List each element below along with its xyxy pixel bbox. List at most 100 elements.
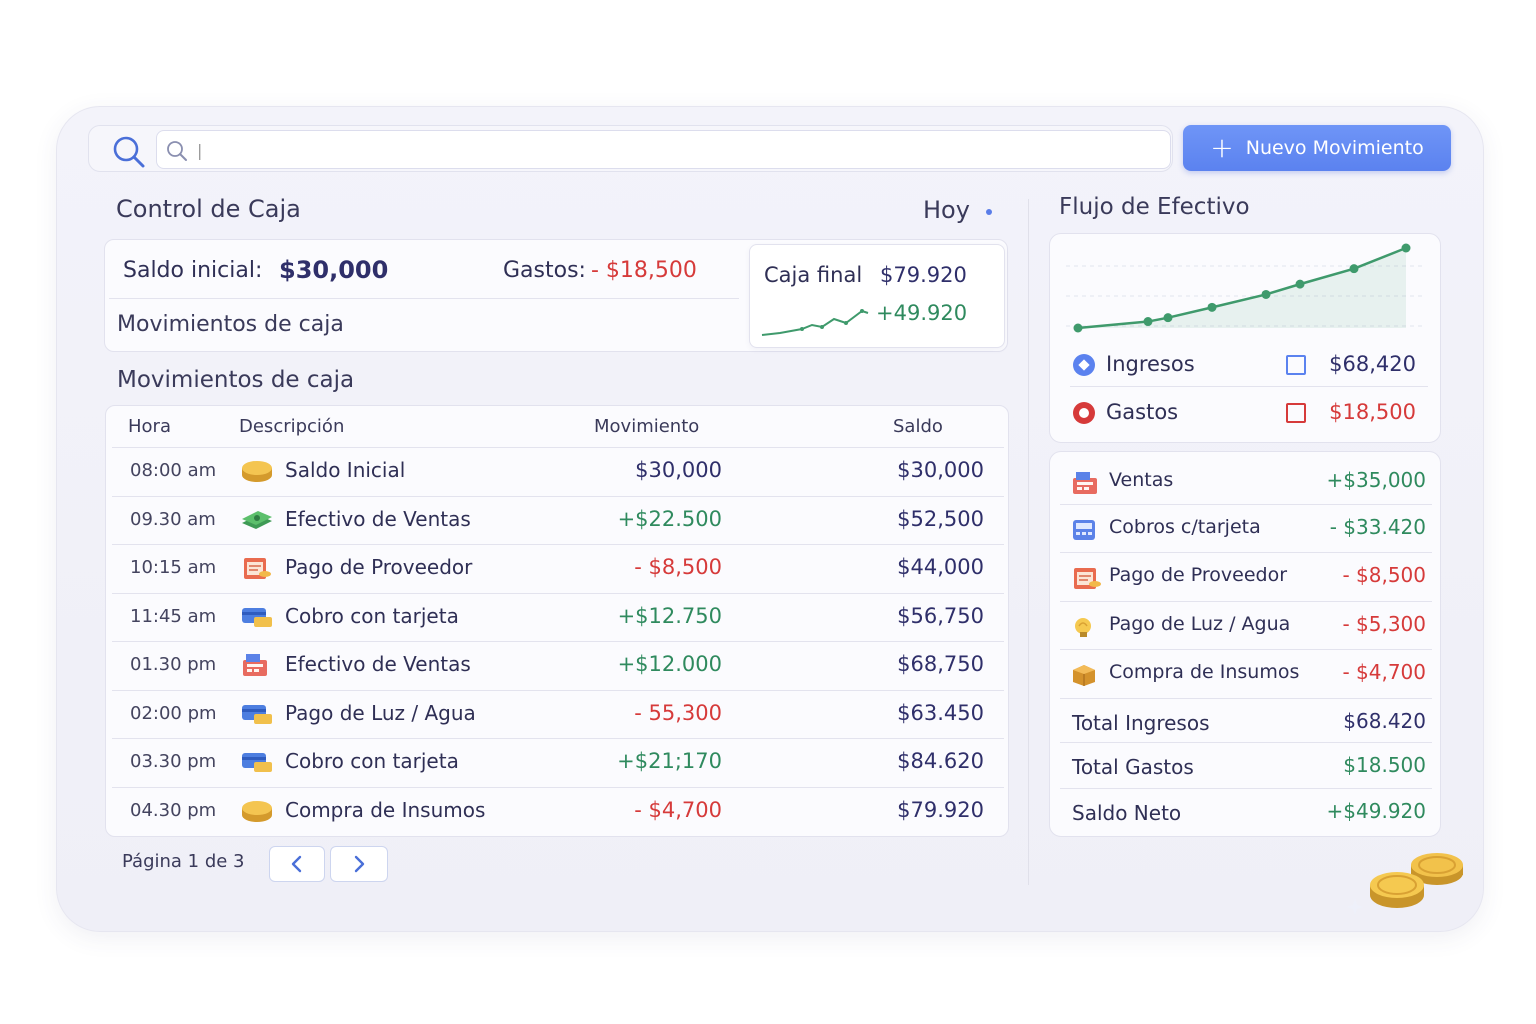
bulb-icon [1070, 614, 1098, 640]
final-cash-card: Caja final $79.920 +49.920 [749, 244, 1005, 348]
new-movement-button[interactable]: + Nuevo Movimiento [1183, 125, 1451, 171]
cell-movimiento: - $8,500 [634, 555, 722, 579]
plus-icon: + [1210, 131, 1234, 164]
card-terminal-icon [1070, 517, 1098, 543]
breakdown-total: Saldo Neto +$49.920 [1060, 788, 1432, 836]
breakdown-value: - $4,700 [1342, 660, 1426, 684]
search-icon[interactable] [111, 134, 147, 170]
invoice-icon [240, 555, 274, 581]
next-page-button[interactable] [330, 846, 388, 882]
legend-item-ingresos[interactable]: Ingresos $68,420 [1070, 344, 1430, 384]
cell-movimiento: - $4,700 [634, 797, 722, 822]
breakdown-value: - $33.420 [1329, 515, 1426, 539]
cell-movimiento: $30,000 [635, 458, 722, 482]
legend-value: $68,420 [1329, 352, 1416, 376]
column-header-descripcion[interactable]: Descripción [239, 416, 345, 437]
legend-marker-icon [1072, 401, 1096, 425]
trend-point [1401, 243, 1411, 253]
breakdown-value: $68.420 [1343, 709, 1426, 733]
cell-saldo: $79.920 [897, 797, 984, 822]
cell-descripcion: Pago de Luz / Agua [285, 700, 476, 725]
cell-movimiento: +$12.750 [617, 603, 722, 628]
breakdown-value: +$49.920 [1326, 799, 1426, 823]
period-selector[interactable]: Hoy [923, 196, 970, 224]
breakdown-item[interactable]: Ventas +$35,000 [1060, 458, 1432, 506]
total-label: Total Ingresos [1072, 711, 1210, 735]
credit-card-icon [240, 749, 274, 775]
table-row[interactable]: 09.30 am Efectivo de Ventas +$22.500 $52,50… [112, 495, 1004, 544]
table-row[interactable]: 04.30 pm Compra de Insumos - $4,700 $79.920 [112, 786, 1004, 835]
trend-point [1163, 313, 1173, 323]
cell-movimiento: +$21;170 [617, 749, 722, 773]
search-input[interactable] [197, 137, 1157, 163]
cell-hora: 04.30 pm [130, 799, 217, 821]
cashflow-breakdown-card: Ventas +$35,000 Cobros c/tarjeta - $33.420 P… [1049, 451, 1441, 837]
breakdown-item[interactable]: Pago de Proveedor - $8,500 [1060, 552, 1432, 600]
coin-stack-icon [240, 458, 274, 484]
cell-saldo: $44,000 [897, 555, 984, 579]
credit-card-icon [240, 604, 274, 630]
cell-saldo: $63.450 [897, 700, 984, 725]
breakdown-value: +$35,000 [1326, 468, 1426, 492]
column-header-movimiento[interactable]: Movimiento [594, 416, 700, 437]
total-label: Saldo Neto [1072, 801, 1182, 825]
search-bar [88, 125, 1173, 172]
divider [1070, 386, 1428, 387]
final-cash-label: Caja final [764, 263, 863, 287]
table-row[interactable]: 08:00 am Saldo Inicial $30,000 $30,000 [112, 447, 1004, 495]
chevron-right-icon [354, 855, 365, 873]
movements-title: Movimientos de caja [117, 367, 355, 393]
coins-icon [1347, 849, 1464, 915]
initial-balance-label: Saldo inicial: [123, 258, 263, 283]
final-cash-delta: +49.920 [876, 301, 968, 325]
column-divider [1028, 199, 1029, 885]
breakdown-item[interactable]: Cobros c/tarjeta - $33.420 [1060, 504, 1432, 552]
table-row[interactable]: 11:45 am Cobro con tarjeta +$12.750 $56,750 [112, 592, 1004, 641]
cell-hora: 09.30 am [130, 508, 216, 530]
trend-point [1349, 264, 1359, 274]
breakdown-value: - $8,500 [1342, 563, 1426, 587]
page-title: Control de Caja [116, 195, 301, 223]
legend-value: $18,500 [1329, 400, 1416, 424]
trend-point [1207, 302, 1217, 312]
expenses-label: Gastos: [503, 258, 586, 283]
expenses-value: - $18,500 [591, 258, 697, 283]
column-header-saldo[interactable]: Saldo [893, 416, 943, 437]
breakdown-label: Ventas [1109, 469, 1174, 491]
search-field[interactable] [156, 130, 1171, 169]
breakdown-label: Pago de Proveedor [1109, 564, 1288, 586]
breakdown-label: Cobros c/tarjeta [1109, 516, 1261, 538]
initial-balance-value: $30,000 [279, 256, 389, 284]
cell-saldo: $56,750 [897, 603, 984, 628]
legend-item-gastos[interactable]: Gastos $18,500 [1070, 392, 1430, 432]
cell-hora: 08:00 am [130, 460, 217, 481]
table-row[interactable]: 03.30 pm Cobro con tarjeta +$21;170 $84.620 [112, 738, 1004, 786]
chevron-left-icon [291, 855, 302, 873]
table-row[interactable]: 10:15 am Pago de Proveedor - $8,500 $44,000 [112, 544, 1004, 592]
cell-saldo: $52,500 [897, 506, 984, 531]
prev-page-button[interactable] [269, 846, 325, 882]
cell-saldo: $30,000 [897, 458, 984, 482]
breakdown-label: Pago de Luz / Agua [1109, 613, 1291, 635]
trend-point [1073, 323, 1083, 333]
summary-card: Saldo inicial: $30,000 Gastos: - $18,500… [104, 239, 1008, 352]
credit-card-icon [240, 701, 274, 727]
cashflow-chart-card: Ingresos $68,420 Gastos $18,500 [1049, 233, 1441, 443]
cell-movimiento: +$12.000 [617, 652, 722, 676]
cell-hora: 03.30 pm [130, 751, 217, 772]
column-header-hora[interactable]: Hora [128, 416, 171, 437]
cashflow-title: Flujo de Efectivo [1059, 194, 1250, 220]
breakdown-item[interactable]: Compra de Insumos - $4,700 [1060, 649, 1432, 697]
total-label: Total Gastos [1072, 755, 1194, 779]
cell-descripcion: Compra de Insumos [285, 797, 486, 822]
table-row[interactable]: 01.30 pm Efectivo de Ventas +$12.000 $68,75… [112, 641, 1004, 689]
breakdown-item[interactable]: Pago de Luz / Agua - $5,300 [1060, 601, 1432, 649]
cell-hora: 10:15 am [130, 557, 217, 578]
cash-register-icon [1070, 470, 1098, 496]
trend-point [1261, 289, 1271, 299]
cell-movimiento: - 55,300 [634, 700, 722, 725]
cash-bills-icon [240, 507, 274, 533]
box-icon [1070, 662, 1098, 688]
invoice-icon [1070, 565, 1101, 591]
table-row[interactable]: 02:00 pm Pago de Luz / Agua - 55,300 $63.45… [112, 689, 1004, 738]
